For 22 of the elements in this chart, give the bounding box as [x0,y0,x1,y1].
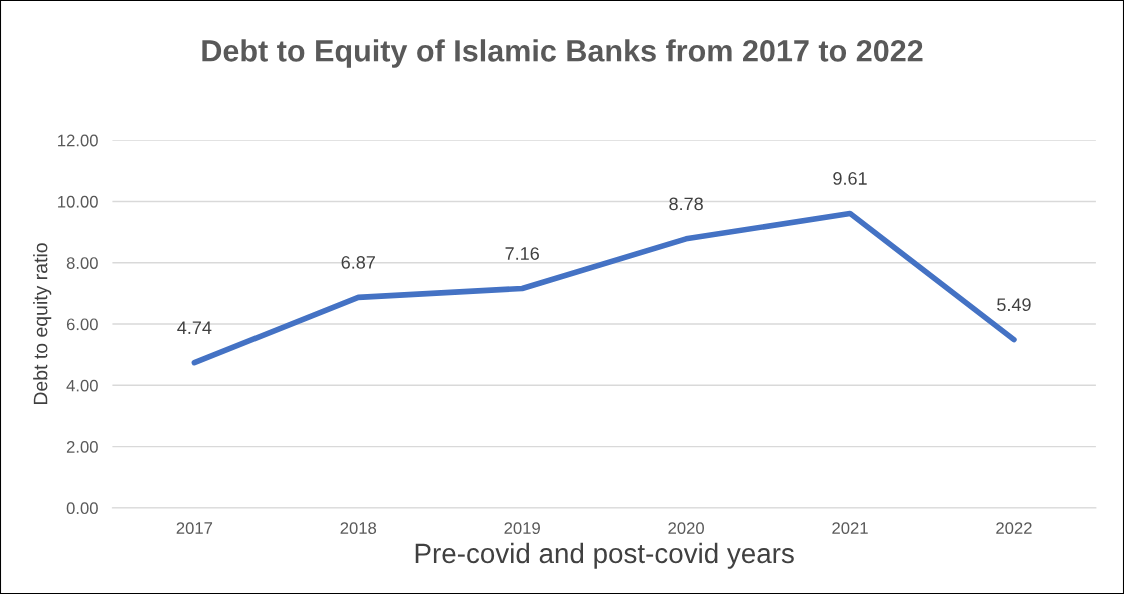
x-tick-label: 2022 [996,522,1032,534]
x-axis-title: Pre-covid and post-covid years [415,542,794,569]
data-label: 8.78 [669,197,703,211]
data-label: 9.61 [833,172,867,185]
y-tick-label: 10.00 [58,195,98,208]
y-tick-label: 2.00 [66,440,98,453]
data-label: 7.16 [505,247,539,260]
x-tick-label: 2020 [668,522,704,534]
data-label: 6.87 [341,256,375,269]
y-axis-title: Debt to equity ratio [33,243,52,405]
data-label: 5.49 [997,298,1031,312]
y-tick-label: 12.00 [58,134,98,147]
data-label: 4.74 [177,321,212,334]
x-tick-label: 2021 [832,522,868,534]
y-tick-label: 4.00 [66,379,98,392]
y-tick-label: 0.00 [66,502,98,515]
y-tick-label: 6.00 [66,318,98,331]
x-tick-label: 2019 [504,522,540,534]
y-tick-label: 8.00 [66,257,98,269]
x-tick-label: 2017 [176,522,213,534]
chart-title: Debt to Equity of Islamic Banks from 2017 to 2022 [202,39,923,68]
x-tick-label: 2018 [340,522,377,534]
